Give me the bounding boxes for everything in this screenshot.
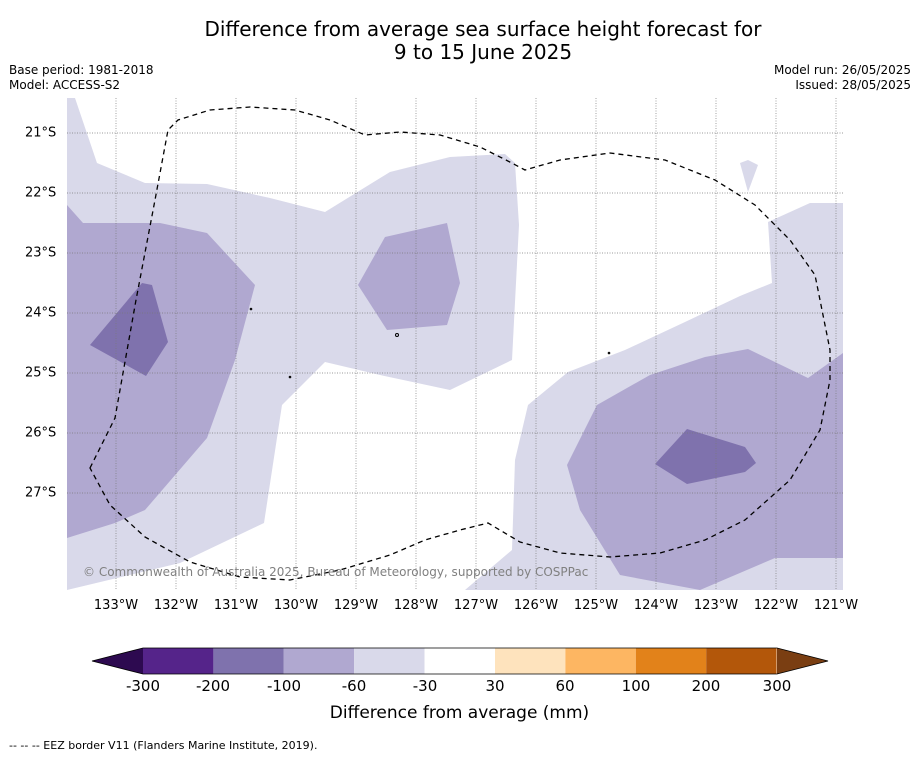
eez-border [89,106,831,581]
lon-tick-125w: 125°W [573,598,619,613]
colorbar-extend-high [777,648,828,674]
lat-tick-23s: 23°S [25,245,57,261]
colorbar-label-4: -60 [341,677,367,695]
title-line-2: 9 to 15 June 2025 [393,40,573,64]
title-line-1: Difference from average sea surface heig… [204,17,762,41]
colorbar-label-9: 200 [691,677,721,695]
colorbar-outline [91,647,829,675]
colorbar-label-3: -100 [266,677,302,695]
lon-tick-128w: 128°W [393,598,439,613]
colorbar-segment-1 [143,648,214,674]
map-title: Difference from average sea surface heig… [0,18,919,64]
anomaly-band-dark [90,283,756,484]
map-area [67,98,843,590]
lon-tick-123w: 123°W [693,598,739,613]
colorbar-segment-8 [635,648,707,674]
colorbar-segment-9 [706,648,777,674]
colorbar-label-10: 300 [762,677,792,695]
lon-tick-124w: 124°W [633,598,679,613]
lon-tick-127w: 127°W [453,598,499,613]
lon-tick-126w: 126°W [513,598,559,613]
colorbar-label-6: 30 [485,677,505,695]
colorbar-extend-low [92,648,143,674]
model-run: Model run: 26/05/2025 [773,63,911,77]
colorbar [91,647,829,675]
colorbar-label-7: 60 [555,677,575,695]
lat-tick-27s: 27°S [25,485,57,501]
colorbar-segment-2 [213,648,284,674]
copyright-credit: © Commonwealth of Australia 2025, Bureau… [83,565,589,579]
lat-tick-26s: 26°S [25,425,57,441]
islands [249,307,611,379]
eez-legend-note: -- -- -- EEZ border V11 (Flanders Marine… [9,739,318,752]
colorbar-label-2: -200 [195,677,231,695]
colorbar-segment-7 [565,648,636,674]
colorbar-segment-6 [495,648,566,674]
colorbar-label-5: -30 [412,677,438,695]
colorbar-label-8: 100 [621,677,651,695]
lon-tick-129w: 129°W [333,598,379,613]
lon-tick-132w: 132°W [153,598,199,613]
model-name: Model: ACCESS-S2 [9,78,121,92]
base-period: Base period: 1981-2018 [9,63,154,77]
lon-tick-121w: 121°W [813,598,859,613]
lat-tick-22s: 22°S [25,185,57,201]
graticule [67,98,843,590]
colorbar-label-1: -300 [125,677,161,695]
issued-date: Issued: 28/05/2025 [795,78,911,92]
lat-tick-21s: 21°S [25,125,57,141]
lon-tick-133w: 133°W [93,598,139,613]
lat-tick-24s: 24°S [25,305,57,321]
colorbar-segment-4 [354,648,425,674]
lon-tick-122w: 122°W [753,598,799,613]
colorbar-title: Difference from average (mm) [329,703,590,723]
colorbar-segment-5 [424,648,495,674]
lon-tick-131w: 131°W [213,598,259,613]
lon-tick-130w: 130°W [273,598,319,613]
meta-right: Model run: 26/05/2025 Issued: 28/05/2025 [774,63,911,93]
lat-tick-25s: 25°S [25,365,57,381]
colorbar-segment-3 [283,648,355,674]
meta-left: Base period: 1981-2018 Model: ACCESS-S2 [9,63,154,93]
